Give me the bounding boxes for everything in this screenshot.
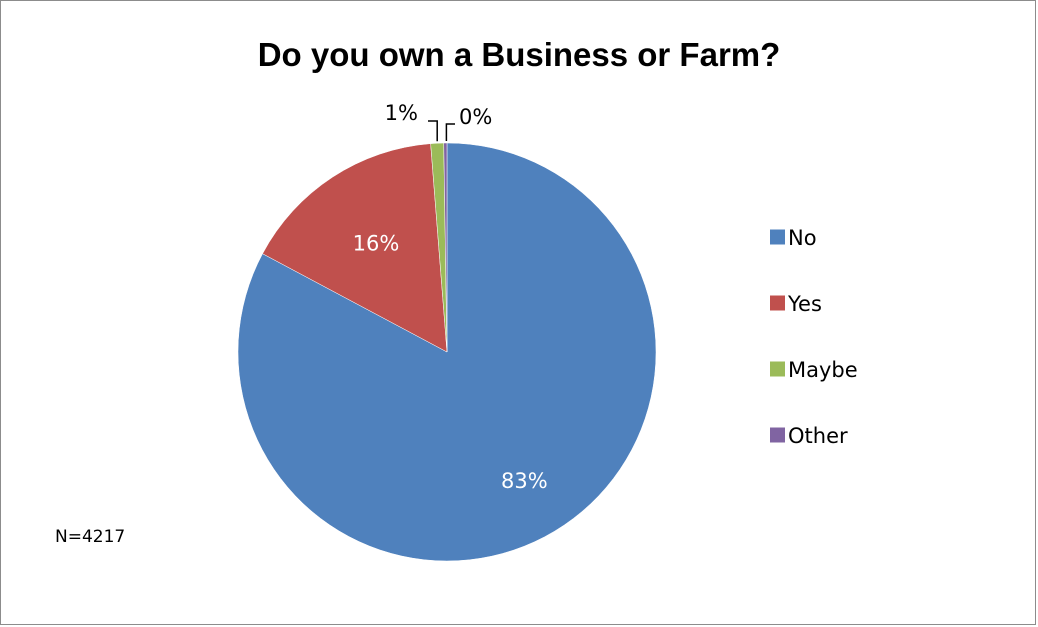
data-label-maybe: 1%: [385, 101, 418, 125]
pie-slices: [237, 142, 657, 562]
leader-line-maybe: [428, 120, 438, 142]
legend-label-other: Other: [788, 424, 848, 448]
chart-title: Do you own a Business or Farm?: [258, 36, 781, 73]
sample-size-note: N=4217: [55, 527, 125, 547]
legend-label-yes: Yes: [787, 292, 822, 316]
pie-slice-other: [443, 142, 448, 353]
legend-swatch-other: [770, 427, 785, 443]
legend-label-maybe: Maybe: [788, 358, 858, 382]
legend: No Yes Maybe Other: [770, 226, 858, 448]
legend-swatch-maybe: [770, 361, 785, 377]
data-label-no: 83%: [501, 469, 548, 493]
data-label-yes: 16%: [353, 232, 400, 256]
legend-label-no: No: [788, 226, 817, 250]
data-label-other: 0%: [459, 105, 492, 129]
leader-lines: [428, 120, 455, 142]
legend-swatch-yes: [770, 295, 785, 311]
legend-swatch-no: [770, 229, 785, 245]
data-labels: 83% 16% 1% 0%: [353, 101, 548, 493]
leader-line-other: [445, 123, 455, 141]
pie-slice-yes: [262, 143, 448, 353]
